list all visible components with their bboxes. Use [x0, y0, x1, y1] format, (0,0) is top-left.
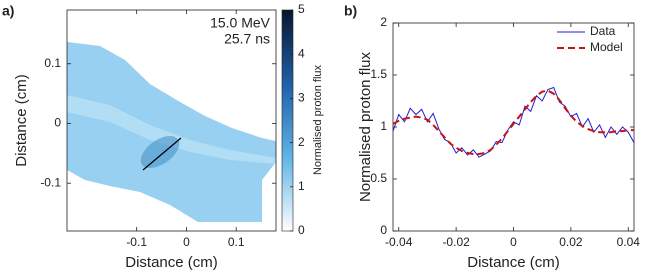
x-tick-label: 0.02: [559, 235, 583, 249]
x-tick-label: -0.04: [385, 235, 413, 249]
x-tick-label: 0.04: [617, 235, 641, 249]
colorbar-tick-label: 3: [298, 91, 305, 105]
x-tick-label: 0.1: [228, 235, 245, 249]
x-tick-label: 0: [183, 235, 190, 249]
line-series: [392, 86, 635, 158]
legend-label: Model: [590, 40, 623, 54]
x-tick-label: -0.02: [442, 235, 470, 249]
y-tick-label: 2: [380, 15, 387, 29]
y-axis-label: Distance (cm): [13, 74, 30, 167]
colorbar-tick-label: 2: [298, 135, 305, 149]
annotation: 15.0 MeV: [210, 15, 271, 31]
panel-label: b): [344, 3, 357, 19]
y-tick-label: 1: [380, 119, 387, 133]
annotation: 25.7 ns: [224, 31, 270, 47]
colorbar-label: Normalised proton flux: [312, 64, 324, 175]
y-axis-label: Normalised proton flux: [357, 51, 374, 202]
panel-label: a): [2, 3, 14, 19]
x-axis-label: Distance (cm): [467, 254, 560, 271]
y-tick-label: 0.1: [44, 56, 61, 70]
colorbar-tick-label: 5: [298, 2, 305, 16]
y-tick-label: 0.5: [370, 171, 387, 185]
radiograph: [67, 42, 276, 222]
line-series: [392, 89, 634, 156]
radiograph-band: [67, 42, 276, 222]
colorbar-tick-label: 0: [298, 223, 305, 237]
colorbar-tick-label: 4: [298, 46, 305, 60]
y-tick-label: 0: [54, 116, 61, 130]
lineout: [142, 137, 182, 171]
y-tick-label: 0: [380, 223, 387, 237]
colorbar: [281, 9, 294, 232]
x-axis-label: Distance (cm): [125, 254, 218, 271]
y-tick-label: -0.1: [40, 175, 61, 189]
legend-label: Data: [590, 24, 616, 38]
radiograph-dark-region: [140, 136, 180, 168]
y-tick-label: 1.5: [370, 67, 387, 81]
axes-frame: [66, 9, 277, 232]
colorbar-tick-label: 1: [298, 179, 305, 193]
x-tick-label: -0.1: [126, 235, 147, 249]
x-tick-label: 0: [510, 235, 517, 249]
radiograph-light-stripe: [67, 95, 276, 164]
